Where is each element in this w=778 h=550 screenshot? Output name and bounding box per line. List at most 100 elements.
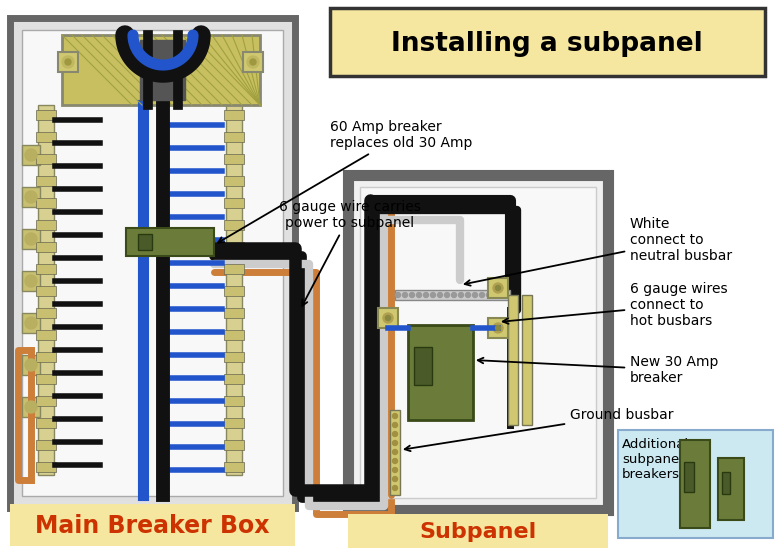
Bar <box>36 352 56 362</box>
Bar <box>224 264 244 274</box>
Bar <box>224 308 244 318</box>
Text: Installing a subpanel: Installing a subpanel <box>391 31 703 57</box>
Bar <box>36 308 56 318</box>
Bar <box>22 271 40 291</box>
Circle shape <box>25 233 37 245</box>
Bar <box>414 347 432 385</box>
Circle shape <box>416 293 422 298</box>
Bar <box>488 318 508 338</box>
Circle shape <box>247 56 259 68</box>
Circle shape <box>383 313 393 323</box>
Circle shape <box>25 359 37 371</box>
Bar <box>224 154 244 164</box>
Bar <box>395 290 510 300</box>
Text: ON: ON <box>146 65 158 74</box>
Circle shape <box>392 468 398 472</box>
Bar <box>36 198 56 208</box>
Bar <box>36 374 56 384</box>
Bar <box>243 52 263 72</box>
Bar <box>10 504 295 546</box>
Text: 6 gauge wire carries
power to subpanel: 6 gauge wire carries power to subpanel <box>279 200 421 306</box>
Circle shape <box>479 293 485 298</box>
Circle shape <box>395 293 401 298</box>
Text: Ground busbar: Ground busbar <box>405 408 674 451</box>
Circle shape <box>392 486 398 491</box>
Circle shape <box>392 476 398 481</box>
Circle shape <box>392 414 398 419</box>
Bar <box>22 355 40 375</box>
Circle shape <box>386 316 391 321</box>
Circle shape <box>25 149 37 161</box>
Bar <box>36 110 56 120</box>
Bar <box>224 132 244 142</box>
Circle shape <box>465 293 471 298</box>
Text: New 30 Amp
breaker: New 30 Amp breaker <box>478 355 718 385</box>
Bar <box>140 40 185 100</box>
Circle shape <box>65 59 71 65</box>
Bar <box>224 176 244 186</box>
Bar <box>36 242 56 252</box>
Text: OFF: OFF <box>166 65 180 74</box>
Bar <box>684 462 694 492</box>
Bar <box>330 8 765 76</box>
Bar <box>36 154 56 164</box>
Bar <box>36 264 56 274</box>
Circle shape <box>392 441 398 446</box>
Circle shape <box>392 459 398 464</box>
Bar <box>36 286 56 296</box>
Bar <box>38 105 54 475</box>
Bar <box>224 440 244 450</box>
Circle shape <box>25 317 37 329</box>
Bar <box>224 374 244 384</box>
Circle shape <box>250 59 256 65</box>
Bar <box>718 458 744 520</box>
Bar <box>126 228 214 256</box>
Text: 6 gauge wires
connect to
hot busbars: 6 gauge wires connect to hot busbars <box>503 282 727 328</box>
Bar <box>36 462 56 472</box>
Bar <box>390 410 400 495</box>
Bar <box>224 396 244 406</box>
Bar <box>224 352 244 362</box>
Bar <box>408 325 473 420</box>
Bar <box>22 145 40 165</box>
Circle shape <box>423 293 429 298</box>
Bar <box>22 30 283 496</box>
Circle shape <box>493 293 499 298</box>
Circle shape <box>496 326 500 331</box>
Bar <box>378 308 398 328</box>
Circle shape <box>25 401 37 413</box>
Circle shape <box>402 293 408 298</box>
Bar <box>680 440 710 528</box>
Circle shape <box>458 293 464 298</box>
Bar <box>36 396 56 406</box>
Bar <box>224 110 244 120</box>
Bar <box>224 242 244 252</box>
Bar <box>488 278 508 298</box>
Bar <box>224 198 244 208</box>
Bar <box>36 440 56 450</box>
Text: Additional
subpanel
breakers: Additional subpanel breakers <box>622 438 689 481</box>
Bar <box>224 286 244 296</box>
Circle shape <box>392 432 398 437</box>
Circle shape <box>493 323 503 333</box>
Bar <box>36 418 56 428</box>
Bar <box>36 132 56 142</box>
Circle shape <box>25 275 37 287</box>
Circle shape <box>496 285 500 290</box>
Circle shape <box>500 293 506 298</box>
Text: 60 Amp breaker
replaces old 30 Amp: 60 Amp breaker replaces old 30 Amp <box>218 120 472 243</box>
Circle shape <box>409 293 415 298</box>
Bar <box>138 234 152 250</box>
Text: Main Breaker Box: Main Breaker Box <box>35 514 269 538</box>
Bar <box>36 220 56 230</box>
Circle shape <box>62 56 74 68</box>
Circle shape <box>451 293 457 298</box>
Bar <box>10 18 295 508</box>
Bar <box>22 397 40 417</box>
Bar <box>360 187 596 498</box>
Circle shape <box>472 293 478 298</box>
Bar <box>224 462 244 472</box>
Bar <box>62 35 260 105</box>
Bar <box>226 105 242 475</box>
Bar <box>22 313 40 333</box>
